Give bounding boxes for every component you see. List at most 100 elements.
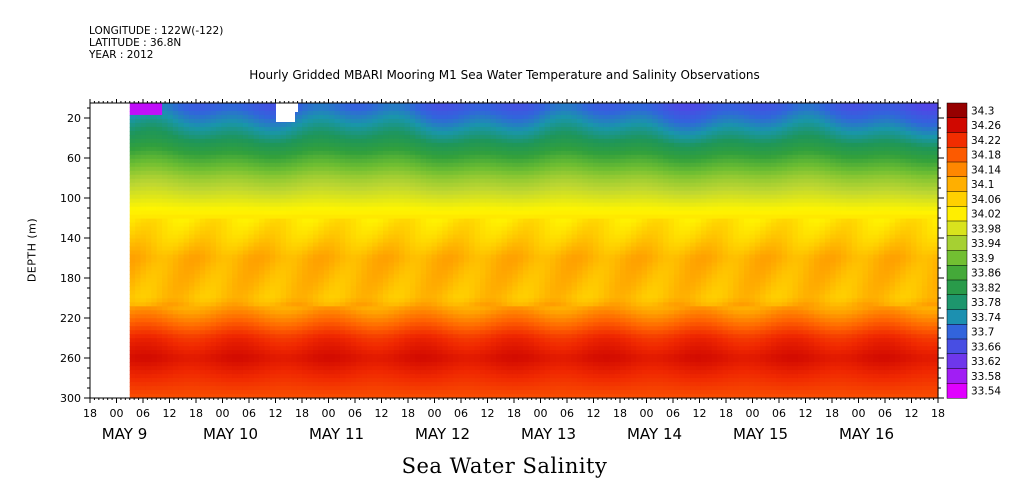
heatmap-cell (264, 354, 271, 359)
heatmap-cell (151, 218, 158, 224)
heatmap-cell (409, 162, 416, 168)
heatmap-cell (296, 290, 303, 295)
heatmap-cell (162, 210, 169, 216)
heatmap-cell (269, 286, 276, 291)
heatmap-cell (215, 214, 222, 220)
heatmap-cell (248, 262, 255, 268)
heatmap-cell (189, 218, 196, 224)
heatmap-cell (140, 362, 147, 367)
heatmap-cell (237, 214, 244, 220)
heatmap-cell (210, 182, 217, 188)
heatmap-cell (436, 346, 443, 351)
heatmap-cell (323, 318, 330, 323)
heatmap-cell (458, 150, 465, 156)
heatmap-cell (135, 362, 142, 367)
heatmap-cell (447, 298, 454, 303)
heatmap-cell (426, 370, 433, 375)
heatmap-cell (221, 154, 228, 160)
heatmap-cell (172, 138, 179, 144)
heatmap-cell (339, 282, 346, 287)
heatmap-cell (350, 106, 357, 112)
heatmap-cell (264, 378, 271, 383)
heatmap-cell (162, 370, 169, 375)
heatmap-cell (436, 366, 443, 371)
heatmap-cell (469, 222, 476, 228)
heatmap-cell (286, 394, 292, 399)
heatmap-cell (318, 346, 325, 351)
heatmap-cell (199, 390, 206, 395)
heatmap-cell (135, 242, 142, 248)
heatmap-cell (307, 322, 314, 327)
heatmap-cell (242, 310, 249, 315)
heatmap-cell (356, 294, 363, 299)
heatmap-cell (162, 338, 169, 343)
heatmap-cell (275, 198, 282, 204)
heatmap-cell (302, 254, 309, 260)
heatmap-cell (248, 242, 255, 248)
heatmap-cell (226, 146, 233, 152)
heatmap-cell (312, 166, 319, 172)
heatmap-cell (242, 342, 249, 347)
heatmap-cell (399, 362, 406, 367)
heatmap-cell (485, 326, 492, 331)
heatmap-cell (323, 158, 330, 164)
heatmap-cell (151, 122, 158, 128)
heatmap-cell (172, 158, 179, 164)
heatmap-cell (302, 234, 309, 240)
heatmap-cell (377, 338, 384, 343)
heatmap-cell (248, 306, 255, 311)
heatmap-cell (140, 162, 147, 168)
heatmap-cell (404, 342, 411, 347)
heatmap-cell (393, 362, 400, 367)
heatmap-cell (302, 162, 309, 168)
heatmap-cell (393, 366, 400, 371)
heatmap-cell (345, 210, 352, 216)
heatmap-cell (399, 230, 406, 236)
heatmap-cell (361, 138, 368, 144)
heatmap-cell (415, 122, 422, 128)
heatmap-cell (199, 286, 206, 291)
heatmap-cell (140, 254, 147, 260)
heatmap-cell (420, 242, 427, 248)
heatmap-cell (242, 322, 249, 327)
heatmap-cell (431, 286, 438, 291)
heatmap-cell (280, 270, 287, 276)
heatmap-cell (361, 346, 368, 351)
heatmap-cell (189, 138, 196, 144)
heatmap-cell (345, 194, 352, 200)
heatmap-cell (221, 222, 228, 228)
heatmap-cell (447, 218, 454, 224)
heatmap-cell (318, 278, 325, 283)
heatmap-cell (463, 394, 470, 399)
heatmap-cell (366, 218, 373, 224)
heatmap-cell (388, 106, 395, 112)
heatmap-cell (199, 154, 206, 160)
heatmap-cell (463, 366, 470, 371)
heatmap-cell (426, 374, 433, 379)
heatmap-cell (361, 326, 368, 331)
heatmap-cell (399, 278, 406, 283)
heatmap-cell (420, 390, 427, 395)
heatmap-cell (485, 290, 492, 295)
heatmap-cell (242, 238, 249, 244)
heatmap-cell (205, 386, 212, 391)
heatmap-cell (388, 210, 395, 216)
heatmap-cell (302, 130, 309, 136)
heatmap-cell (156, 194, 163, 200)
heatmap-cell (453, 266, 460, 272)
heatmap-cell (248, 350, 255, 355)
heatmap-cell (318, 234, 325, 240)
heatmap-cell (286, 230, 292, 236)
heatmap-cell (474, 190, 481, 196)
heatmap-cell (312, 170, 319, 176)
heatmap-cell (469, 386, 476, 391)
heatmap-cell (490, 134, 497, 140)
heatmap-cell (140, 390, 147, 395)
heatmap-cell (442, 318, 449, 323)
heatmap-cell (302, 218, 309, 224)
heatmap-cell (145, 270, 152, 276)
heatmap-cell (426, 206, 433, 212)
heatmap-cell (129, 250, 136, 256)
heatmap-cell (372, 314, 379, 319)
heatmap-cell (393, 258, 400, 264)
